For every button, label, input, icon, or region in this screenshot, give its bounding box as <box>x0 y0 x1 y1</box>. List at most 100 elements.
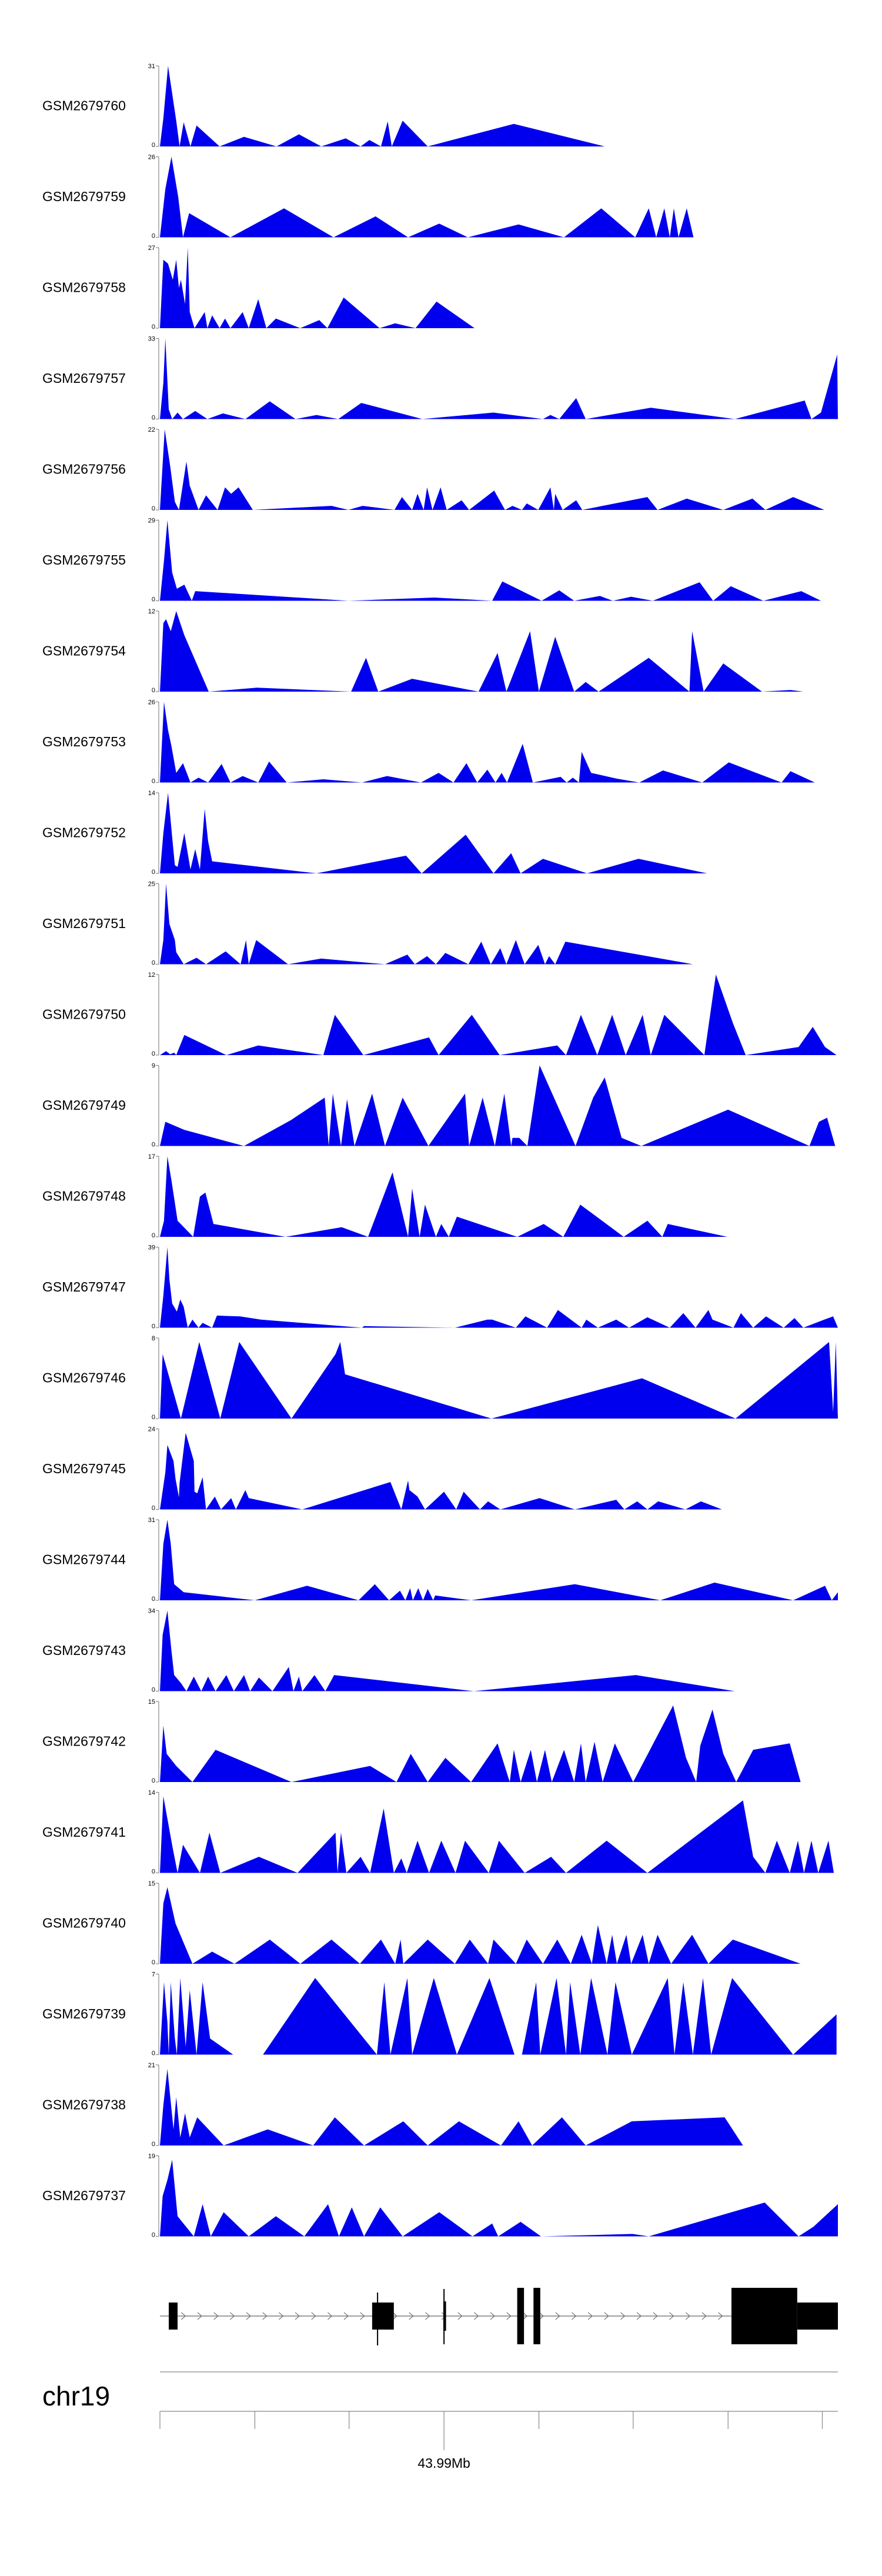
coverage-track: GSM2679740 15 0 <box>42 1880 804 1966</box>
track-ymin-label: 0 <box>152 1142 155 1149</box>
coverage-area <box>160 1520 838 1600</box>
track-ymax-label: 39 <box>148 1244 155 1252</box>
coverage-track: GSM2679744 31 0 <box>42 1517 838 1603</box>
genome-axis: 43.99Mb <box>159 2371 838 2471</box>
track-label: GSM2679743 <box>42 1643 126 1658</box>
track-ymin-label: 0 <box>152 2141 155 2148</box>
strand-arrow-icon <box>457 2312 463 2320</box>
coverage-area <box>160 248 652 328</box>
coverage-area <box>160 429 838 510</box>
coverage-track: GSM2679742 15 0 <box>42 1699 818 1784</box>
track-label: GSM2679737 <box>42 2188 126 2203</box>
coverage-area <box>160 66 723 146</box>
track-label: GSM2679757 <box>42 371 126 386</box>
strand-arrow-icon <box>425 2312 430 2320</box>
track-ymax-label: 31 <box>148 1517 155 1524</box>
track-ymin-label: 0 <box>152 233 155 240</box>
track-ymin-label: 0 <box>152 142 155 149</box>
track-ymin-label: 0 <box>152 1596 155 1603</box>
coverage-track: GSM2679755 29 0 <box>42 518 821 603</box>
coverage-area <box>160 1247 838 1328</box>
track-ymax-label: 17 <box>148 1153 155 1160</box>
strand-arrow-icon <box>246 2312 251 2320</box>
track-label: GSM2679759 <box>42 189 126 204</box>
coverage-track: GSM2679738 21 0 <box>42 2062 743 2148</box>
strand-arrow-icon <box>620 2312 626 2320</box>
track-ymax-label: 19 <box>148 2153 155 2160</box>
strand-arrow-icon <box>229 2312 235 2320</box>
strand-arrow-icon <box>343 2312 349 2320</box>
track-label: GSM2679751 <box>42 916 126 931</box>
track-ymin-label: 0 <box>152 1959 155 1966</box>
position-tick-label: 43.99Mb <box>417 2455 470 2471</box>
strand-arrow-icon <box>278 2312 284 2320</box>
track-ymin-label: 0 <box>152 1414 155 1421</box>
track-label: GSM2679753 <box>42 734 126 749</box>
track-label: GSM2679739 <box>42 2006 126 2021</box>
coverage-area <box>160 793 707 873</box>
coverage-area <box>160 883 693 965</box>
strand-arrow-icon <box>555 2312 560 2320</box>
strand-arrow-icon <box>311 2312 316 2320</box>
strand-arrow-icon <box>653 2312 658 2320</box>
strand-arrow-icon <box>490 2312 496 2320</box>
coverage-area <box>160 702 815 783</box>
coverage-area <box>160 1887 804 1964</box>
coverage-tracks: GSM2679760310GSM2679759260GSM2679758270G… <box>42 63 838 2239</box>
track-label: GSM2679746 <box>42 1370 126 1385</box>
strand-arrow-icon <box>262 2312 268 2320</box>
coverage-area <box>160 1342 838 1419</box>
track-label: GSM2679752 <box>42 825 126 840</box>
coverage-area <box>160 611 804 692</box>
track-ymax-label: 22 <box>148 426 155 433</box>
coverage-area <box>160 975 837 1055</box>
strand-arrow-icon <box>409 2312 414 2320</box>
track-ymin-label: 0 <box>152 415 155 422</box>
coverage-area <box>160 520 821 601</box>
track-label: GSM2679742 <box>42 1733 126 1749</box>
strand-arrow-icon <box>701 2312 707 2320</box>
track-label: GSM2679738 <box>42 2097 126 2112</box>
coverage-area <box>160 1610 735 1691</box>
gene-model <box>160 2288 838 2345</box>
track-label: GSM2679740 <box>42 1915 126 1930</box>
track-ymax-label: 25 <box>148 881 155 888</box>
coverage-track: GSM2679746 8 0 <box>42 1335 838 1421</box>
strand-arrow-icon <box>572 2312 577 2320</box>
track-ymin-label: 0 <box>152 778 155 785</box>
coverage-track: GSM2679739 7 0 <box>42 1971 837 2057</box>
strand-arrow-icon <box>181 2312 186 2320</box>
strand-arrow-icon <box>669 2312 674 2320</box>
coverage-area <box>160 1796 838 1873</box>
track-label: GSM2679756 <box>42 461 126 476</box>
coverage-area <box>160 338 838 419</box>
track-ymax-label: 12 <box>148 608 155 615</box>
coverage-track: GSM2679752 14 0 <box>42 790 707 876</box>
coverage-area <box>160 1156 747 1237</box>
track-ymax-label: 7 <box>152 1971 155 1978</box>
coverage-track: GSM2679751 25 0 <box>42 881 693 967</box>
gene-exon <box>372 2303 394 2330</box>
gene-exon <box>517 2288 524 2344</box>
gene-exon <box>731 2288 797 2344</box>
coverage-area <box>160 1705 818 1782</box>
track-ymax-label: 9 <box>152 1063 155 1070</box>
strand-arrow-icon <box>360 2312 365 2320</box>
track-ymax-label: 8 <box>152 1335 155 1342</box>
strand-arrow-icon <box>539 2312 544 2320</box>
coverage-area <box>160 1433 762 1510</box>
track-label: GSM2679749 <box>42 1097 126 1113</box>
strand-arrow-icon <box>474 2312 479 2320</box>
track-ymax-label: 14 <box>148 790 155 797</box>
track-label: GSM2679760 <box>42 98 126 113</box>
coverage-track: GSM2679760 31 0 <box>42 63 723 149</box>
strand-arrow-icon <box>213 2312 219 2320</box>
gene-exon <box>797 2303 838 2330</box>
track-label: GSM2679747 <box>42 1279 126 1294</box>
track-label: GSM2679745 <box>42 1461 126 1476</box>
track-ymax-label: 27 <box>148 245 155 252</box>
track-ymin-label: 0 <box>152 1050 155 1057</box>
strand-arrow-icon <box>295 2312 300 2320</box>
track-ymax-label: 14 <box>148 1790 155 1797</box>
track-label: GSM2679750 <box>42 1006 126 1022</box>
